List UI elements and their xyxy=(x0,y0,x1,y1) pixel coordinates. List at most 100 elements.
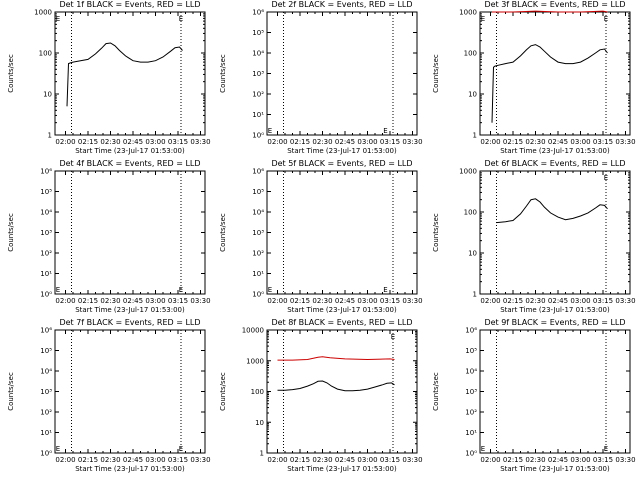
y-tick-label: 1 xyxy=(260,450,264,458)
e-marker: E xyxy=(383,127,387,135)
x-tick-label: 02:15 xyxy=(503,138,523,146)
x-axis-label: Start Time (23-Jul-17 01:53:00) xyxy=(75,147,185,155)
x-tick-label: 02:30 xyxy=(312,456,332,464)
x-tick-label: 03:30 xyxy=(615,297,635,305)
x-tick-label: 03:00 xyxy=(570,456,590,464)
y-tick-label: 10⁵ xyxy=(465,347,477,355)
e-marker: E xyxy=(604,445,608,453)
x-tick-label: 03:30 xyxy=(190,138,210,146)
y-axis-label: Counts/sec xyxy=(432,372,440,411)
x-axis-label: Start Time (23-Jul-17 01:53:00) xyxy=(500,306,610,314)
y-axis-label: Counts/sec xyxy=(219,213,227,252)
x-tick-label: 02:30 xyxy=(100,456,120,464)
y-axis-label: Counts/sec xyxy=(219,54,227,93)
panel-title: Det 1f BLACK = Events, RED = LLD xyxy=(59,0,200,9)
x-axis-label: Start Time (23-Jul-17 01:53:00) xyxy=(500,465,610,473)
events-series-line xyxy=(496,198,608,224)
x-tick-label: 03:00 xyxy=(145,297,165,305)
x-tick-label: 02:15 xyxy=(503,297,523,305)
y-tick-label: 10⁵ xyxy=(40,188,52,196)
e-marker: E xyxy=(391,333,395,341)
x-tick-label: 02:45 xyxy=(548,138,568,146)
x-tick-label: 02:45 xyxy=(548,456,568,464)
plot-frame xyxy=(266,170,418,295)
y-tick-label: 100 xyxy=(39,50,52,58)
lld-series-line xyxy=(492,10,608,13)
x-tick-label: 02:00 xyxy=(480,138,500,146)
y-tick-label: 10¹ xyxy=(465,429,477,437)
y-tick-label: 10⁶ xyxy=(252,168,264,176)
x-axis-label: Start Time (23-Jul-17 01:53:00) xyxy=(75,465,185,473)
panel-title: Det 9f BLACK = Events, RED = LLD xyxy=(484,318,625,327)
x-tick-label: 02:45 xyxy=(123,297,143,305)
y-tick-label: 10⁴ xyxy=(252,50,264,58)
plot-frame xyxy=(479,170,631,295)
x-tick-label: 03:30 xyxy=(615,138,635,146)
y-tick-label: 10⁰ xyxy=(252,291,264,299)
y-tick-label: 1 xyxy=(473,291,477,299)
plot-frame xyxy=(479,329,631,454)
x-tick-label: 03:00 xyxy=(145,456,165,464)
x-tick-label: 02:30 xyxy=(312,138,332,146)
x-tick-label: 02:15 xyxy=(78,456,98,464)
y-tick-label: 1 xyxy=(473,132,477,140)
y-tick-label: 10² xyxy=(40,250,52,258)
x-tick-label: 02:15 xyxy=(78,297,98,305)
y-tick-label: 10⁵ xyxy=(40,347,52,355)
panel-title: Det 8f BLACK = Events, RED = LLD xyxy=(271,318,412,327)
y-tick-label: 10¹ xyxy=(252,111,264,119)
panel-1: Det 1f BLACK = Events, RED = LLD 1 10 100 10… xyxy=(7,0,211,155)
y-tick-label: 10⁶ xyxy=(252,9,264,17)
y-tick-label: 10³ xyxy=(252,70,264,78)
e-marker: E xyxy=(179,15,183,23)
x-tick-label: 02:30 xyxy=(312,297,332,305)
x-tick-label: 03:30 xyxy=(615,456,635,464)
panel-2: Det 2f BLACK = Events, RED = LLD 10⁰ 10¹ 10… xyxy=(219,0,423,155)
y-tick-label: 100 xyxy=(464,209,477,217)
y-tick-label: 10 xyxy=(43,91,52,99)
y-axis-label: Counts/sec xyxy=(7,213,15,252)
x-axis-label: Start Time (23-Jul-17 01:53:00) xyxy=(75,306,185,314)
plot-frame xyxy=(479,11,631,136)
events-series-line xyxy=(491,44,608,123)
y-axis-label: Counts/sec xyxy=(432,54,440,93)
x-tick-label: 03:15 xyxy=(593,297,613,305)
x-tick-label: 03:00 xyxy=(357,297,377,305)
x-tick-label: 03:15 xyxy=(380,456,400,464)
e-marker: E xyxy=(268,286,272,294)
x-tick-label: 03:30 xyxy=(190,297,210,305)
y-axis-label: Counts/sec xyxy=(432,213,440,252)
x-tick-label: 03:15 xyxy=(593,456,613,464)
x-tick-label: 02:00 xyxy=(55,297,75,305)
y-axis-label: Counts/sec xyxy=(7,372,15,411)
panel-title: Det 6f BLACK = Events, RED = LLD xyxy=(484,159,625,168)
panel-title: Det 3f BLACK = Events, RED = LLD xyxy=(484,0,625,9)
plot-frame xyxy=(54,329,206,454)
panel-title: Det 4f BLACK = Events, RED = LLD xyxy=(59,159,200,168)
e-marker: E xyxy=(56,15,60,23)
x-tick-label: 02:30 xyxy=(100,138,120,146)
y-tick-label: 10² xyxy=(252,91,264,99)
x-tick-label: 02:15 xyxy=(503,456,523,464)
y-tick-label: 10⁴ xyxy=(40,209,52,217)
x-tick-label: 02:15 xyxy=(290,297,310,305)
x-tick-label: 02:30 xyxy=(100,297,120,305)
events-series-line xyxy=(277,380,395,392)
y-tick-label: 10⁶ xyxy=(465,327,477,335)
x-tick-label: 03:30 xyxy=(402,138,422,146)
y-tick-label: 10 xyxy=(255,419,264,427)
panel-3: Det 3f BLACK = Events, RED = LLD 1 10 100 10… xyxy=(432,0,636,155)
x-tick-label: 02:15 xyxy=(290,138,310,146)
y-tick-label: 1000 xyxy=(459,9,477,17)
x-tick-label: 03:15 xyxy=(593,138,613,146)
x-tick-label: 03:30 xyxy=(190,456,210,464)
x-tick-label: 02:45 xyxy=(123,456,143,464)
y-tick-label: 10² xyxy=(465,409,477,417)
e-marker: E xyxy=(481,15,485,23)
x-tick-label: 03:00 xyxy=(357,138,377,146)
y-axis-label: Counts/sec xyxy=(7,54,15,93)
x-tick-label: 03:30 xyxy=(402,456,422,464)
y-tick-label: 1000 xyxy=(34,9,52,17)
e-marker: E xyxy=(604,15,608,23)
